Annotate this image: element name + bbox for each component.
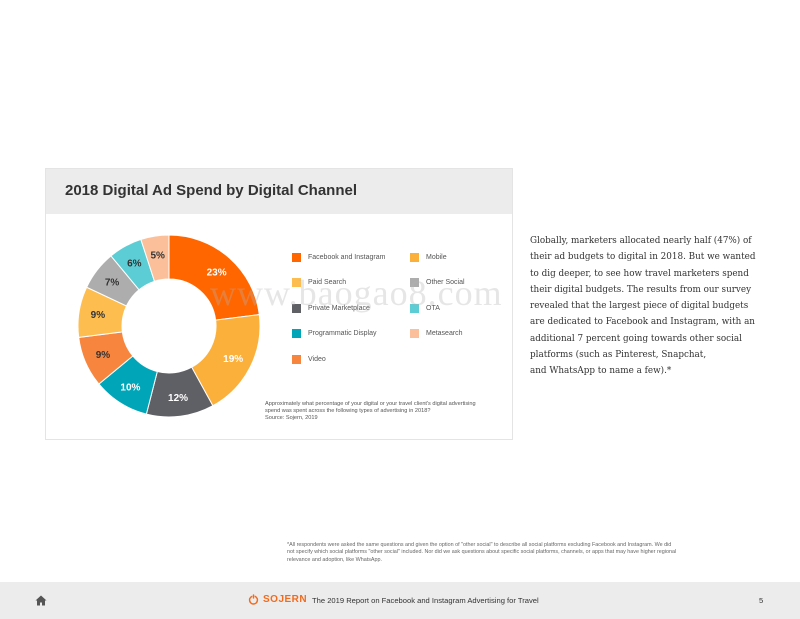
legend-item-paid-search: Paid Search: [292, 276, 346, 288]
legend-item-metasearch: Metasearch: [410, 327, 463, 339]
chart-title: 2018 Digital Ad Spend by Digital Channel: [65, 182, 357, 199]
page-footer: SOJERN The 2019 Report on Facebook and I…: [0, 582, 800, 619]
donut-data-label: 7%: [105, 277, 120, 288]
report-title: The 2019 Report on Facebook and Instagra…: [312, 596, 539, 605]
footnote-line: *All respondents were asked the same que…: [287, 542, 672, 548]
chart-card: 2018 Digital Ad Spend by Digital Channel…: [45, 168, 513, 440]
body-paragraph: Globally, marketers allocated nearly hal…: [530, 233, 760, 380]
body-line: and WhatsApp to name a few).*: [530, 366, 672, 377]
legend-item-video: Video: [292, 353, 326, 365]
body-line: platforms (such as Pinterest, Snapchat,: [530, 350, 707, 361]
home-icon[interactable]: [35, 595, 47, 606]
body-line: revealed that the largest piece of digit…: [530, 301, 749, 312]
legend-swatch: [410, 303, 419, 313]
chart-card-header: 2018 Digital Ad Spend by Digital Channel: [46, 169, 512, 214]
legend-swatch: [292, 277, 301, 287]
caption-question-line: Approximately what percentage of your di…: [265, 401, 476, 407]
body-line: their ad budgets to digital in 2018. But…: [530, 252, 756, 263]
donut-slice-facebook-and-instagram: [168, 235, 260, 321]
legend-swatch: [410, 328, 419, 338]
sojern-logo: SOJERN: [248, 594, 307, 605]
chart-legend: Facebook and Instagram Mobile Paid Searc…: [292, 251, 492, 371]
footnote-line: relevance and adoption, like WhatsApp.: [287, 556, 382, 563]
power-icon: [248, 594, 259, 605]
body-line: their digital budgets. The results from …: [530, 284, 752, 295]
donut-data-label: 23%: [207, 267, 227, 278]
legend-swatch: [410, 277, 419, 287]
donut-data-label: 9%: [96, 350, 111, 361]
legend-item-ota: OTA: [410, 302, 440, 314]
donut-slice-metasearch: [140, 235, 170, 282]
donut-data-label: 9%: [91, 310, 106, 321]
legend-item-other-social: Other Social: [410, 276, 465, 288]
page-number: 5: [759, 596, 764, 605]
donut-data-label: 5%: [151, 250, 166, 261]
caption-question-line: spend was spent across the following typ…: [265, 408, 431, 415]
donut-data-label: 12%: [168, 393, 188, 404]
legend-item-mobile: Mobile: [410, 251, 447, 263]
donut-chart: 23% 19% 12% 10% 9% 9% 7% 6% 5%: [78, 235, 260, 417]
caption-source: Source: Sojern, 2019: [265, 415, 318, 422]
footnote-line: not specify which social platforms "othe…: [287, 549, 677, 556]
body-line: additional 7 percent going towards other…: [530, 333, 742, 344]
legend-swatch: [292, 354, 301, 364]
donut-data-label: 10%: [120, 382, 140, 393]
body-line: Globally, marketers allocated nearly hal…: [530, 236, 752, 246]
legend-item-programmatic-display: Programmatic Display: [292, 327, 376, 339]
legend-swatch: [292, 303, 301, 313]
chart-caption: Approximately what percentage of your di…: [265, 401, 505, 423]
brand-name: SOJERN: [263, 594, 308, 605]
legend-item-private-marketplace: Private Marketplace: [292, 302, 370, 314]
footnote: *All respondents were asked the same que…: [287, 542, 762, 564]
body-line: are dedicated to Facebook and Instagram,…: [530, 317, 755, 328]
legend-swatch: [410, 252, 419, 262]
legend-swatch: [292, 328, 301, 338]
body-line: to dig deeper, to see how travel markete…: [530, 268, 749, 279]
donut-data-label: 6%: [127, 258, 142, 269]
legend-swatch: [292, 252, 301, 262]
legend-item-facebook-instagram: Facebook and Instagram: [292, 251, 385, 263]
donut-data-label: 19%: [223, 354, 243, 365]
